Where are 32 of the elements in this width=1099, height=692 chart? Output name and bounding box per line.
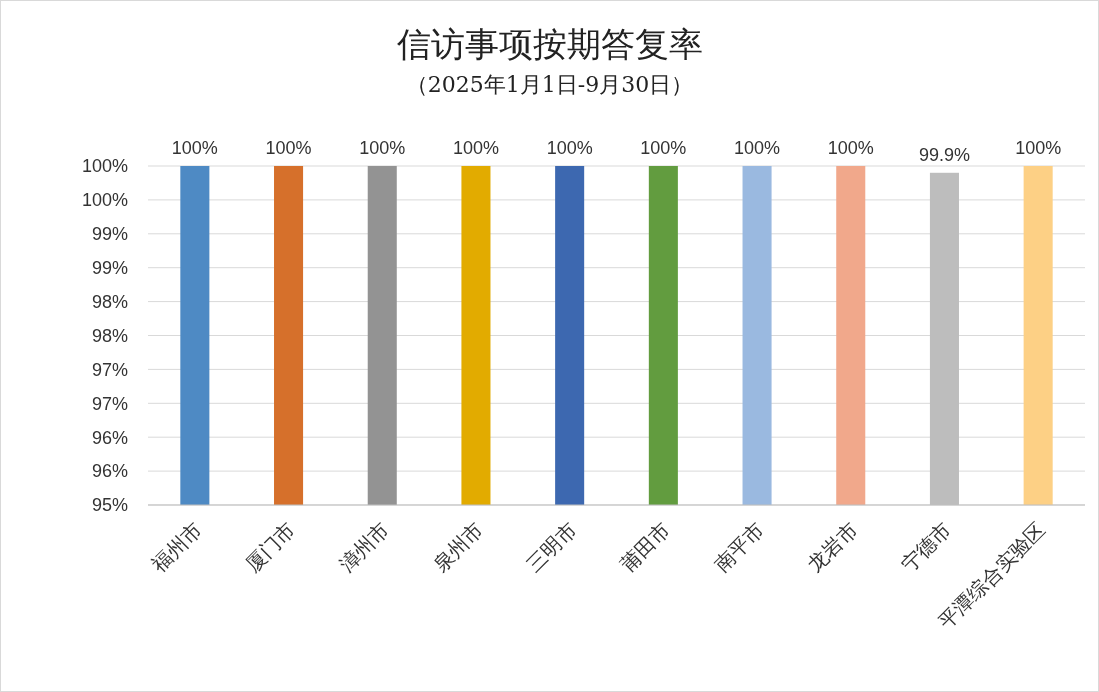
y-tick-label: 99%: [91, 224, 128, 245]
x-tick-label: 泉州市: [428, 517, 488, 577]
data-label: 100%: [359, 138, 406, 158]
data-label: 100%: [452, 138, 499, 158]
x-tick-label: 漳州市: [334, 517, 394, 577]
data-label: 99.9%: [918, 144, 970, 165]
data-label: 100%: [265, 138, 312, 158]
y-tick-label: 100%: [81, 156, 128, 177]
y-tick-label: 97%: [91, 393, 128, 414]
x-tick-label: 厦门市: [240, 517, 301, 577]
chart-title: 信访事项按期答复率: [396, 24, 703, 64]
data-label: 100%: [827, 138, 874, 158]
y-tick-label: 97%: [91, 359, 128, 380]
x-tick-label: 莆田市: [615, 517, 675, 577]
x-tick-label: 宁德市: [896, 517, 956, 577]
y-tick-label: 96%: [91, 461, 128, 482]
y-tick-label: 98%: [91, 291, 128, 312]
y-tick-label: 99%: [91, 258, 128, 278]
y-tick-label: 100%: [81, 190, 128, 211]
data-label: 100%: [640, 138, 687, 158]
data-label: 100%: [171, 138, 218, 158]
y-tick-label: 95%: [91, 495, 128, 516]
data-label: 100%: [1015, 138, 1062, 158]
data-label: 100%: [734, 138, 781, 158]
chart-subtitle: （2025年1月1日-9月30日）: [405, 72, 694, 97]
data-label: 100%: [546, 138, 593, 158]
x-tick-label: 南平市: [709, 517, 769, 577]
y-tick-label: 96%: [91, 427, 128, 448]
y-tick-label: 98%: [91, 325, 128, 346]
x-tick-label: 福州市: [146, 517, 207, 577]
x-tick-label: 龙岩市: [802, 517, 863, 577]
x-tick-label: 三明市: [521, 517, 582, 577]
